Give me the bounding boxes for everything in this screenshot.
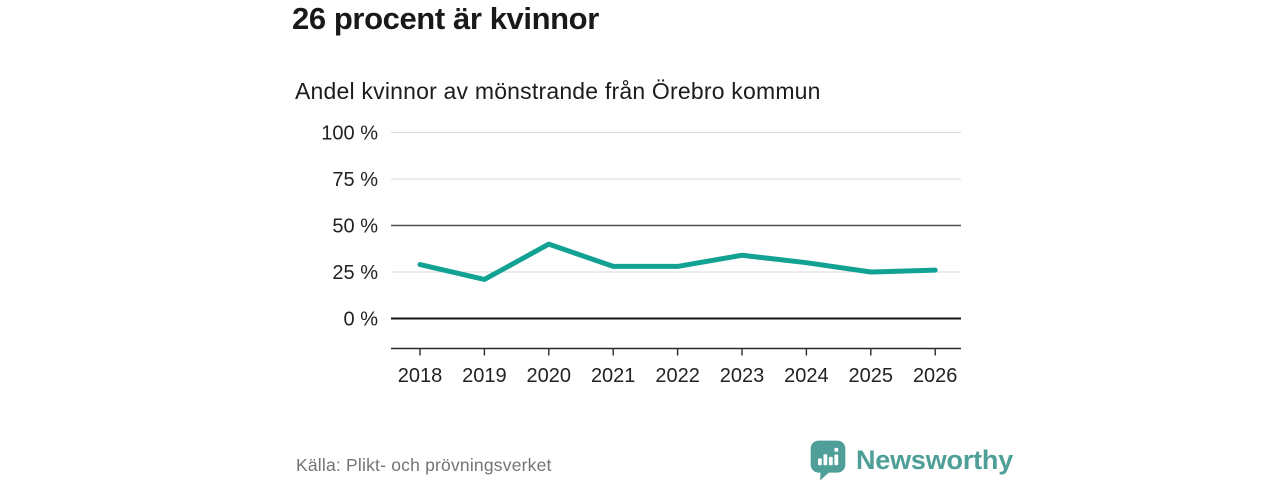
source-note: Källa: Plikt- och prövningsverket <box>296 455 552 475</box>
y-tick-label: 25 % <box>332 262 378 284</box>
y-tick-label: 100 % <box>321 123 378 145</box>
brand-lockup: Newsworthy <box>809 439 1013 480</box>
series-line-andel-kvinnor-av-m-nstrande <box>417 241 938 282</box>
y-tick-label: 75 % <box>332 169 378 191</box>
y-tick-label: 50 % <box>332 216 378 238</box>
x-tick-label: 2021 <box>591 365 636 387</box>
x-tick-label: 2018 <box>398 365 443 387</box>
x-tick-label: 2022 <box>655 365 700 387</box>
x-tick-label: 2019 <box>462 365 507 387</box>
newsworthy-logo-icon <box>810 440 846 480</box>
x-tick-label: 2023 <box>720 365 765 387</box>
chart-subtitle: Andel kvinnor av mönstrande från Örebro … <box>295 78 821 104</box>
x-tick-label: 2024 <box>784 365 829 387</box>
y-tick-label: 0 % <box>344 309 379 331</box>
x-tick-label: 2025 <box>849 365 894 387</box>
chart-title: 26 procent är kvinnor <box>292 1 599 36</box>
x-tick-label: 2020 <box>527 365 572 387</box>
brand-name: Newsworthy <box>856 444 1014 475</box>
x-tick-label: 2026 <box>913 365 958 387</box>
line-chart: 0 % 25 % 50 % 75 % 100 % 2018 2019 2020 2021 2022… <box>321 123 961 387</box>
